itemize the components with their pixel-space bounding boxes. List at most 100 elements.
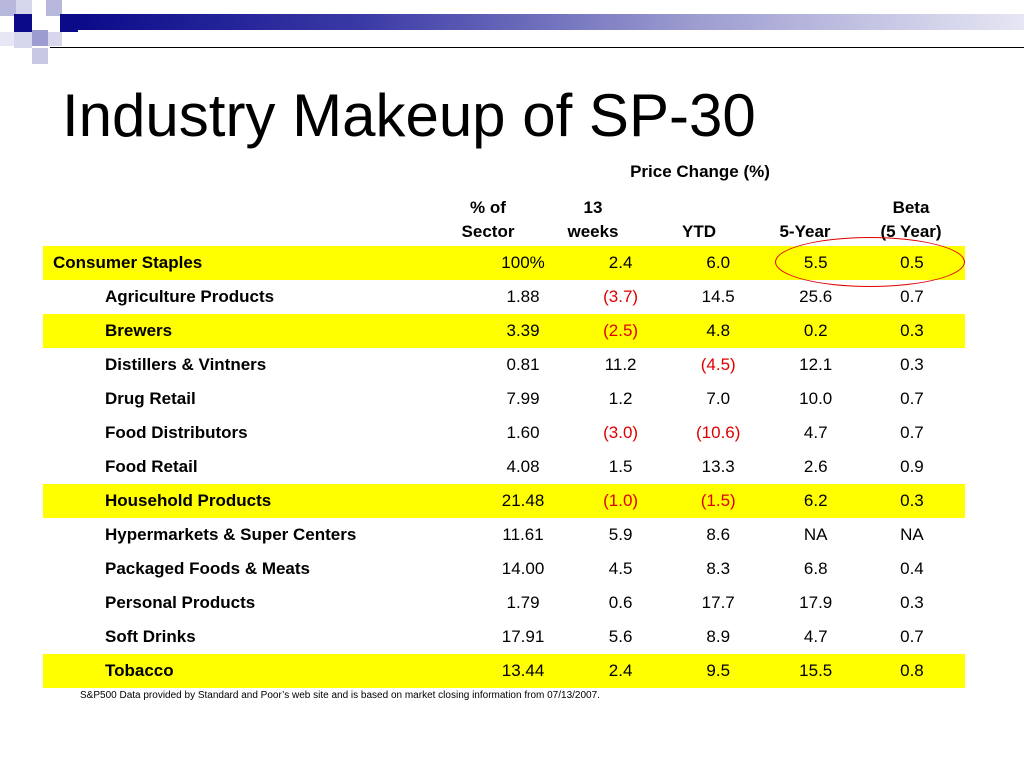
col-header-beta: Beta (5 Year) [880,198,942,241]
table-cell: 0.81 [506,355,540,374]
price-change-header: Price Change (%) [630,162,770,181]
table-cell: 6.0 [663,246,773,280]
table-cell: 5.6 [608,627,633,646]
table-cell: (10.6) [696,423,741,442]
table-cell: NA [900,525,924,544]
table-cell: NA [803,525,828,544]
row-label: Hypermarkets & Super Centers [105,525,357,544]
table-row: Household Products 21.48 (1.0) (1.5) 6.2 0.3 [43,484,965,518]
row-label: Packaged Foods & Meats [105,559,311,578]
table-cell: 1.88 [506,287,540,306]
col-header-sector: % of Sector [461,198,515,241]
table-cell: 5.9 [608,525,633,544]
table-cell: 4.08 [506,457,540,476]
table-cell: 12.1 [799,355,833,374]
table-cell: 7.0 [706,389,731,408]
row-label: Drug Retail [105,389,196,408]
table-cell: 17.91 [501,627,545,646]
table-row: Food Retail 4.08 1.5 13.3 2.6 0.9 [43,450,965,484]
row-label: Food Distributors [105,423,248,442]
table-row: Packaged Foods & Meats 14.00 4.5 8.3 6.8 0.4 [43,552,965,586]
table-cell: 4.8 [663,314,773,348]
header-gradient-bar [78,14,1024,30]
table-cell: 0.3 [858,314,965,348]
table-cell: 8.9 [706,627,731,646]
table-cell: 8.3 [706,559,731,578]
col-header-13weeks: 13 weeks [567,198,619,241]
table-cell: 1.60 [506,423,540,442]
table-cell: 4.5 [608,559,633,578]
row-label: Tobacco [43,654,469,688]
table-cell: 17.9 [799,593,833,612]
table-cell: 13.44 [468,654,578,688]
row-label: Consumer Staples [43,246,469,280]
row-label: Distillers & Vintners [105,355,267,374]
table-cell: 6.8 [803,559,828,578]
table-cell: (2.5) [577,314,664,348]
table-cell: 14.00 [501,559,545,578]
table-cell: 1.2 [608,389,633,408]
footnote: S&P500 Data provided by Standard and Poo… [80,690,600,701]
table-cell: 13.3 [701,457,735,476]
table-cell: 100% [468,246,578,280]
table-row: Personal Products 1.79 0.6 17.7 17.9 0.3 [43,586,965,620]
highlight-circle [775,237,965,287]
table-cell: 0.9 [900,457,924,476]
table-cell: 0.4 [900,559,924,578]
table-row: Drug Retail 7.99 1.2 7.0 10.0 0.7 [43,382,965,416]
table-cell: 11.2 [604,355,637,374]
header-rule [50,47,1024,48]
table-row: Hypermarkets & Super Centers 11.61 5.9 8.6 N… [43,518,965,552]
table-cell: 14.5 [701,287,735,306]
table-cell: 6.2 [772,484,859,518]
table-cell: 11.61 [502,525,544,544]
table-cell: 2.4 [577,246,664,280]
row-label: Agriculture Products [105,287,275,306]
table-cell: 0.7 [900,287,924,306]
table-row: Food Distributors 1.60 (3.0) (10.6) 4.7 0.7 [43,416,965,450]
table-cell: (1.5) [663,484,773,518]
table-cell: 0.7 [900,627,924,646]
table-cell: 4.7 [803,627,828,646]
table-cell: 0.8 [858,654,965,688]
col-header-5year: 5-Year [779,222,831,241]
table-cell: 0.3 [858,484,965,518]
table-cell: 0.7 [900,389,924,408]
table-cell: 7.99 [506,389,540,408]
industry-table: Consumer Staples 100% 2.4 6.0 5.5 0.5 Agricult… [43,246,965,688]
table-cell: 17.7 [701,593,735,612]
row-label: Brewers [43,314,469,348]
table-cell: 0.2 [772,314,859,348]
row-label: Food Retail [105,457,198,476]
table-row: Brewers 3.39 (2.5) 4.8 0.2 0.3 [43,314,965,348]
table-cell: 15.5 [772,654,859,688]
table-cell: 1.79 [506,593,540,612]
table-row: Tobacco 13.44 2.4 9.5 15.5 0.8 [43,654,965,688]
table-cell: 0.6 [608,593,633,612]
table-cell: 8.6 [706,525,731,544]
table-cell: 1.5 [608,457,633,476]
table-row: Agriculture Products 1.88 (3.7) 14.5 25.6 0.7 [43,280,965,314]
table-cell: 0.3 [900,355,924,374]
col-header-ytd: YTD [682,222,716,241]
table-cell: 10.0 [799,389,833,408]
table-row: Soft Drinks 17.91 5.6 8.9 4.7 0.7 [43,620,965,654]
table-cell: 2.4 [577,654,664,688]
table-cell: 0.3 [900,593,924,612]
table-cell: (1.0) [577,484,664,518]
row-label: Personal Products [105,593,256,612]
table-cell: 21.48 [468,484,578,518]
table-cell: 3.39 [468,314,578,348]
table-cell: 0.7 [900,423,924,442]
row-label: Household Products [43,484,469,518]
slide-title: Industry Makeup of SP-30 [62,82,756,149]
table-cell: 2.6 [803,457,828,476]
table-cell: 9.5 [663,654,773,688]
row-label: Soft Drinks [105,627,196,646]
table-cell: (3.7) [603,287,639,306]
table-cell: (3.0) [603,423,639,442]
table-cell: 25.6 [799,287,833,306]
table-cell: 4.7 [803,423,828,442]
table-row: Distillers & Vintners 0.81 11.2 (4.5) 12.1 0.… [43,348,965,382]
table-cell: (4.5) [700,355,736,374]
